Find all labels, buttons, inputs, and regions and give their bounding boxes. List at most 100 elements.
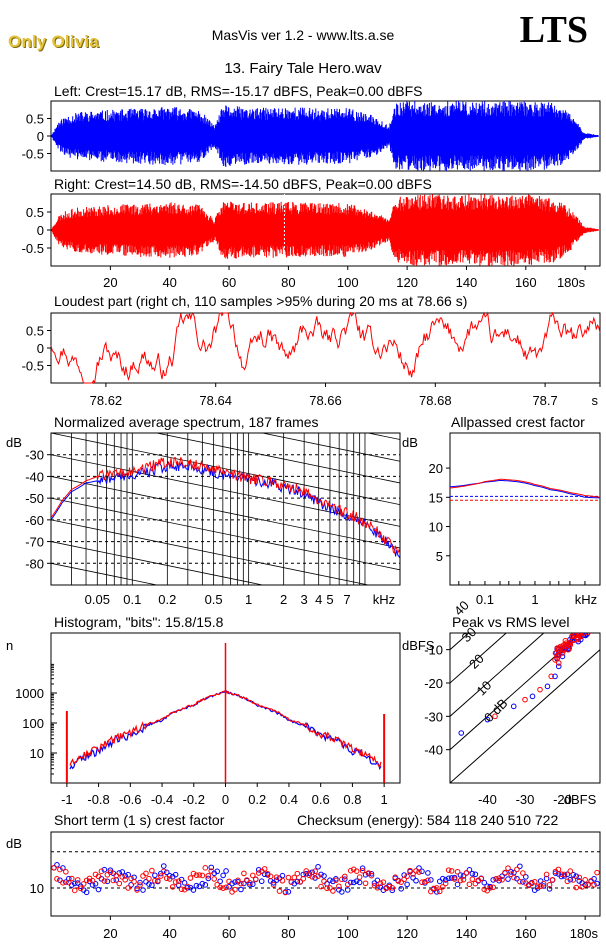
short-crest-point-red [279, 877, 286, 884]
short-crest-point-blue [128, 882, 134, 888]
peak-rms-point-red [575, 635, 582, 642]
short-crest-point-blue [220, 872, 226, 879]
short-crest-point-red [487, 885, 494, 891]
short-crest-point-red [51, 864, 57, 871]
short-crest-point-red [493, 876, 499, 882]
right-waveform-xtick-label: 120 [396, 275, 418, 290]
short-crest-point-red [249, 872, 256, 879]
short-crest-point-red [128, 875, 134, 882]
short-crest-point-red [341, 873, 348, 880]
short-crest-point-red [579, 884, 585, 890]
short-crest-point-red [445, 867, 452, 873]
loudest-part-series [50, 311, 601, 384]
peak-rms-point-red [562, 637, 569, 644]
short-crest-point-blue [398, 885, 404, 892]
short-crest-point-red [184, 883, 191, 890]
brand-logo: LTS [519, 9, 588, 51]
spectrum-slope-line [51, 519, 371, 585]
short-crest-point-red [419, 879, 425, 886]
spectrum-ytick-label: -70 [25, 535, 44, 550]
short-crest-point-red [312, 868, 318, 875]
spectrum-ytick-label: -30 [25, 448, 44, 463]
allpassed-ytick-label: 20 [429, 461, 443, 476]
short-crest-point-red [517, 878, 523, 885]
short-crest-point-blue [238, 886, 244, 893]
peak-rms-point-blue [559, 653, 566, 660]
short-crest-point-red [71, 887, 78, 894]
left-waveform-ytick-label: -0.5 [22, 147, 44, 162]
short-crest-point-red [60, 879, 66, 886]
short-crest-point-blue [285, 889, 292, 895]
short-crest-point-red [439, 884, 446, 890]
spectrum-slope-line [154, 433, 400, 484]
short-crest-point-blue [374, 877, 381, 884]
short-crest-point-blue [249, 881, 256, 887]
short-crest-point-red [505, 865, 511, 871]
short-crest-point-red [475, 877, 482, 884]
left-waveform-series [51, 101, 599, 171]
peak-rms-point-red [492, 713, 498, 720]
allpassed-ytick-label: 5 [436, 549, 443, 564]
short-crest-point-red [143, 870, 149, 877]
right-waveform-xtick-label: 140 [456, 275, 478, 290]
short-crest-ylabel: dB [6, 836, 22, 851]
spectrum-xtick-label: 1 [245, 592, 252, 607]
peak-rms-point-red [576, 633, 582, 636]
short-crest-point-red [344, 881, 351, 888]
short-crest-point-red [66, 879, 72, 886]
short-crest-point-red [300, 875, 307, 882]
short-crest-point-red [291, 874, 298, 881]
short-crest-point-blue [344, 887, 351, 893]
short-crest-point-blue [140, 887, 146, 893]
short-crest-point-blue [74, 880, 81, 886]
short-crest-point-red [594, 869, 600, 876]
short-crest-point-red [591, 882, 597, 888]
short-crest-point-red [282, 889, 289, 896]
right-waveform-ytick-label: -0.5 [22, 241, 44, 256]
short-crest-point-red [125, 885, 131, 891]
short-crest-point-blue [389, 887, 396, 894]
short-crest-point-red [107, 869, 114, 875]
short-crest-point-blue [377, 884, 384, 890]
peak-rms-point-red [558, 644, 565, 650]
short-crest-point-blue [457, 872, 464, 878]
short-crest-point-blue [95, 886, 102, 893]
short-crest-point-red [422, 878, 428, 885]
short-crest-point-red [481, 886, 488, 893]
short-crest-point-red [80, 881, 87, 887]
loudest-part-title: Loudest part (right ch, 110 samples >95%… [54, 293, 467, 309]
short-crest-point-red [431, 885, 437, 892]
short-crest-point-blue [570, 871, 577, 878]
short-crest-point-blue [362, 871, 369, 878]
right-waveform-xtick-label: 60 [222, 275, 236, 290]
peak-rms-point-blue [458, 730, 465, 736]
peak-rms-point-blue [585, 626, 590, 631]
histogram-xtick-label: -0.6 [119, 792, 141, 807]
histogram-ytick-label: 10 [30, 746, 44, 761]
short-crest-point-red [457, 877, 464, 884]
short-crest-point-red [330, 888, 336, 894]
short-crest-point-blue [208, 864, 215, 871]
spectrum-xtick-label: 3 [301, 592, 308, 607]
short-crest-point-blue [247, 881, 253, 888]
peak-rms-point-red [578, 626, 583, 631]
spectrum-panel: -30 -40 -50 -60 -70 -80 0.05 0.1 0.2 0.5 1 2 3 4 5 7 kHz [25, 432, 401, 607]
short-crest-point-red [205, 872, 212, 879]
short-crest-point-red [217, 884, 223, 891]
short-crest-point-red [582, 877, 588, 883]
spectrum-slope-line [51, 562, 159, 585]
short-crest-point-red [502, 869, 508, 876]
short-crest-point-red [63, 868, 69, 875]
short-crest-point-red [433, 885, 440, 891]
spectrum-xtick-label: 0.05 [85, 592, 110, 607]
short-crest-point-blue [505, 876, 511, 882]
short-crest-point-blue [318, 871, 324, 878]
short-crest-point-red [202, 865, 209, 871]
allpassed-ylabel: dB [402, 435, 418, 450]
peak-rms-point-blue [555, 663, 562, 670]
short-crest-point-red [496, 875, 502, 881]
short-crest-xtick-label: 180s [570, 926, 599, 941]
peak-rms-diagonal [450, 633, 583, 751]
left-waveform-ytick-label: 0.5 [26, 112, 44, 127]
